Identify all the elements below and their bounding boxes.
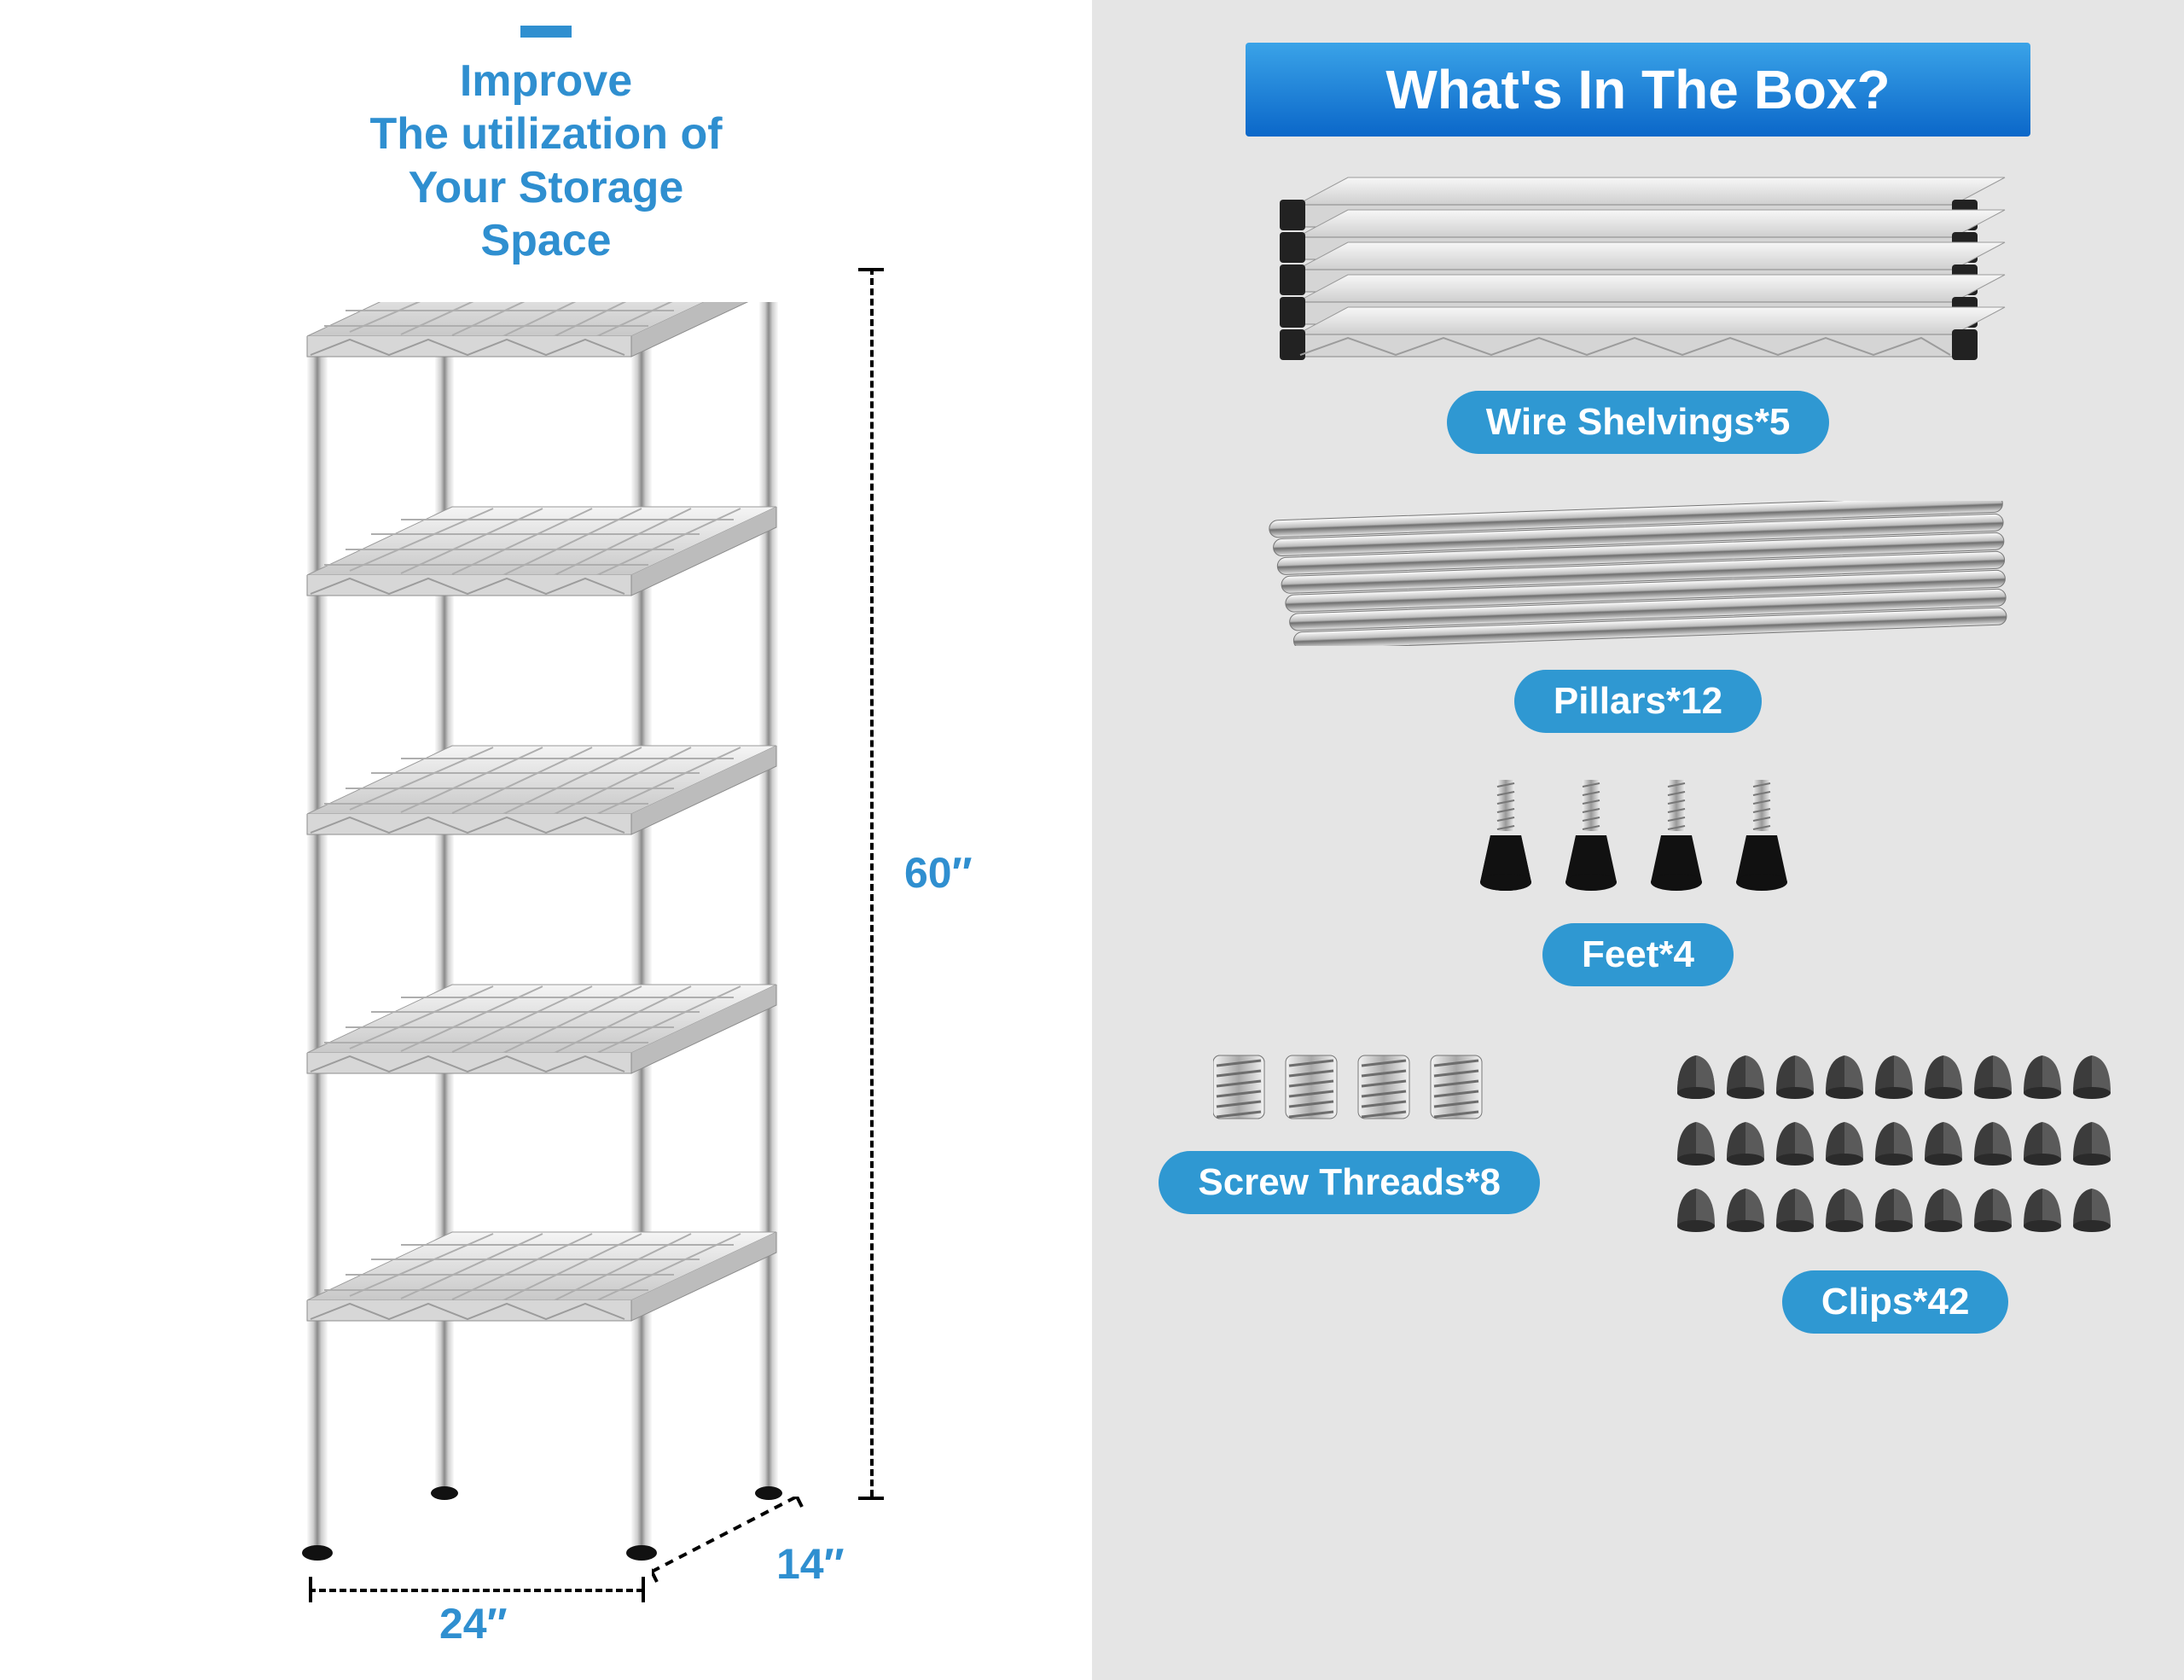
dim-height-label: 60″ <box>904 848 973 898</box>
pill-clips: Clips*42 <box>1782 1270 2009 1334</box>
shelvings-graphic <box>1246 171 2030 367</box>
box-title: What's In The Box? <box>1246 43 2030 137</box>
part-clips: Clips*42 <box>1674 1050 2117 1334</box>
left-panel: Improve The utilization of Your Storage … <box>0 0 1092 1680</box>
dim-width-label: 24″ <box>439 1599 508 1648</box>
pillars-graphic <box>1263 501 2013 646</box>
right-panel: What's In The Box? <box>1092 0 2184 1680</box>
part-shelvings: Wire Shelvings*5 <box>1246 171 2030 454</box>
dim-depth-label: 14″ <box>776 1539 845 1589</box>
threads-graphic <box>1213 1050 1486 1127</box>
part-pillars: Pillars*12 <box>1263 501 2013 733</box>
dim-height-line <box>870 268 874 1497</box>
dim-cap <box>309 1577 312 1602</box>
pill-shelvings: Wire Shelvings*5 <box>1447 391 1830 454</box>
product-diagram: 60″ 24″ 14″ <box>273 302 819 1599</box>
part-threads: Screw Threads*8 <box>1159 1050 1540 1334</box>
shelving-unit-graphic <box>273 302 819 1599</box>
dim-cap <box>642 1577 645 1602</box>
pill-pillars: Pillars*12 <box>1514 670 1762 733</box>
pill-threads: Screw Threads*8 <box>1159 1151 1540 1214</box>
headline: Improve The utilization of Your Storage … <box>369 55 722 268</box>
bottom-parts-row: Screw Threads*8 <box>1092 1050 2184 1334</box>
accent-bar <box>520 26 572 38</box>
clips-graphic <box>1674 1050 2117 1247</box>
pill-feet: Feet*4 <box>1542 923 1734 986</box>
dim-cap <box>858 268 884 271</box>
part-feet: Feet*4 <box>1480 780 1796 986</box>
feet-graphic <box>1480 780 1796 899</box>
dim-width-line <box>309 1589 643 1592</box>
dim-cap <box>858 1497 884 1500</box>
